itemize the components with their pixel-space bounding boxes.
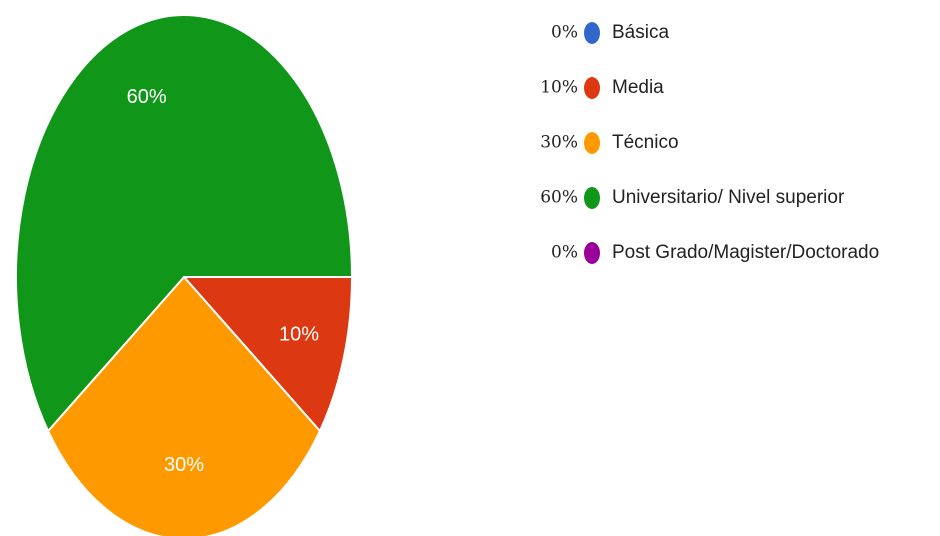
pie-slice [181,276,354,433]
legend-value: 0% [551,243,578,263]
pie-slice [15,14,354,433]
legend-value: 10% [540,78,578,98]
legend-swatch [584,77,600,99]
legend-label: Post Grado/Magister/Doctorado [612,242,879,263]
legend-value: 30% [540,133,578,153]
legend-swatch [584,242,600,264]
slice-label: 10% [279,324,319,346]
legend-value: 60% [540,188,578,208]
slice-label: 60% [127,86,167,108]
legend-value: 0% [551,23,578,43]
pie-slice [46,275,322,536]
legend-label: Técnico [612,132,679,153]
legend-swatch [584,132,600,154]
legend-swatch [584,187,600,209]
slice-label: 30% [164,454,204,476]
legend-label: Básica [612,22,669,43]
legend-label: Media [612,77,664,98]
legend-swatch [584,22,600,44]
legend-label: Universitario/ Nivel superior [612,187,845,208]
